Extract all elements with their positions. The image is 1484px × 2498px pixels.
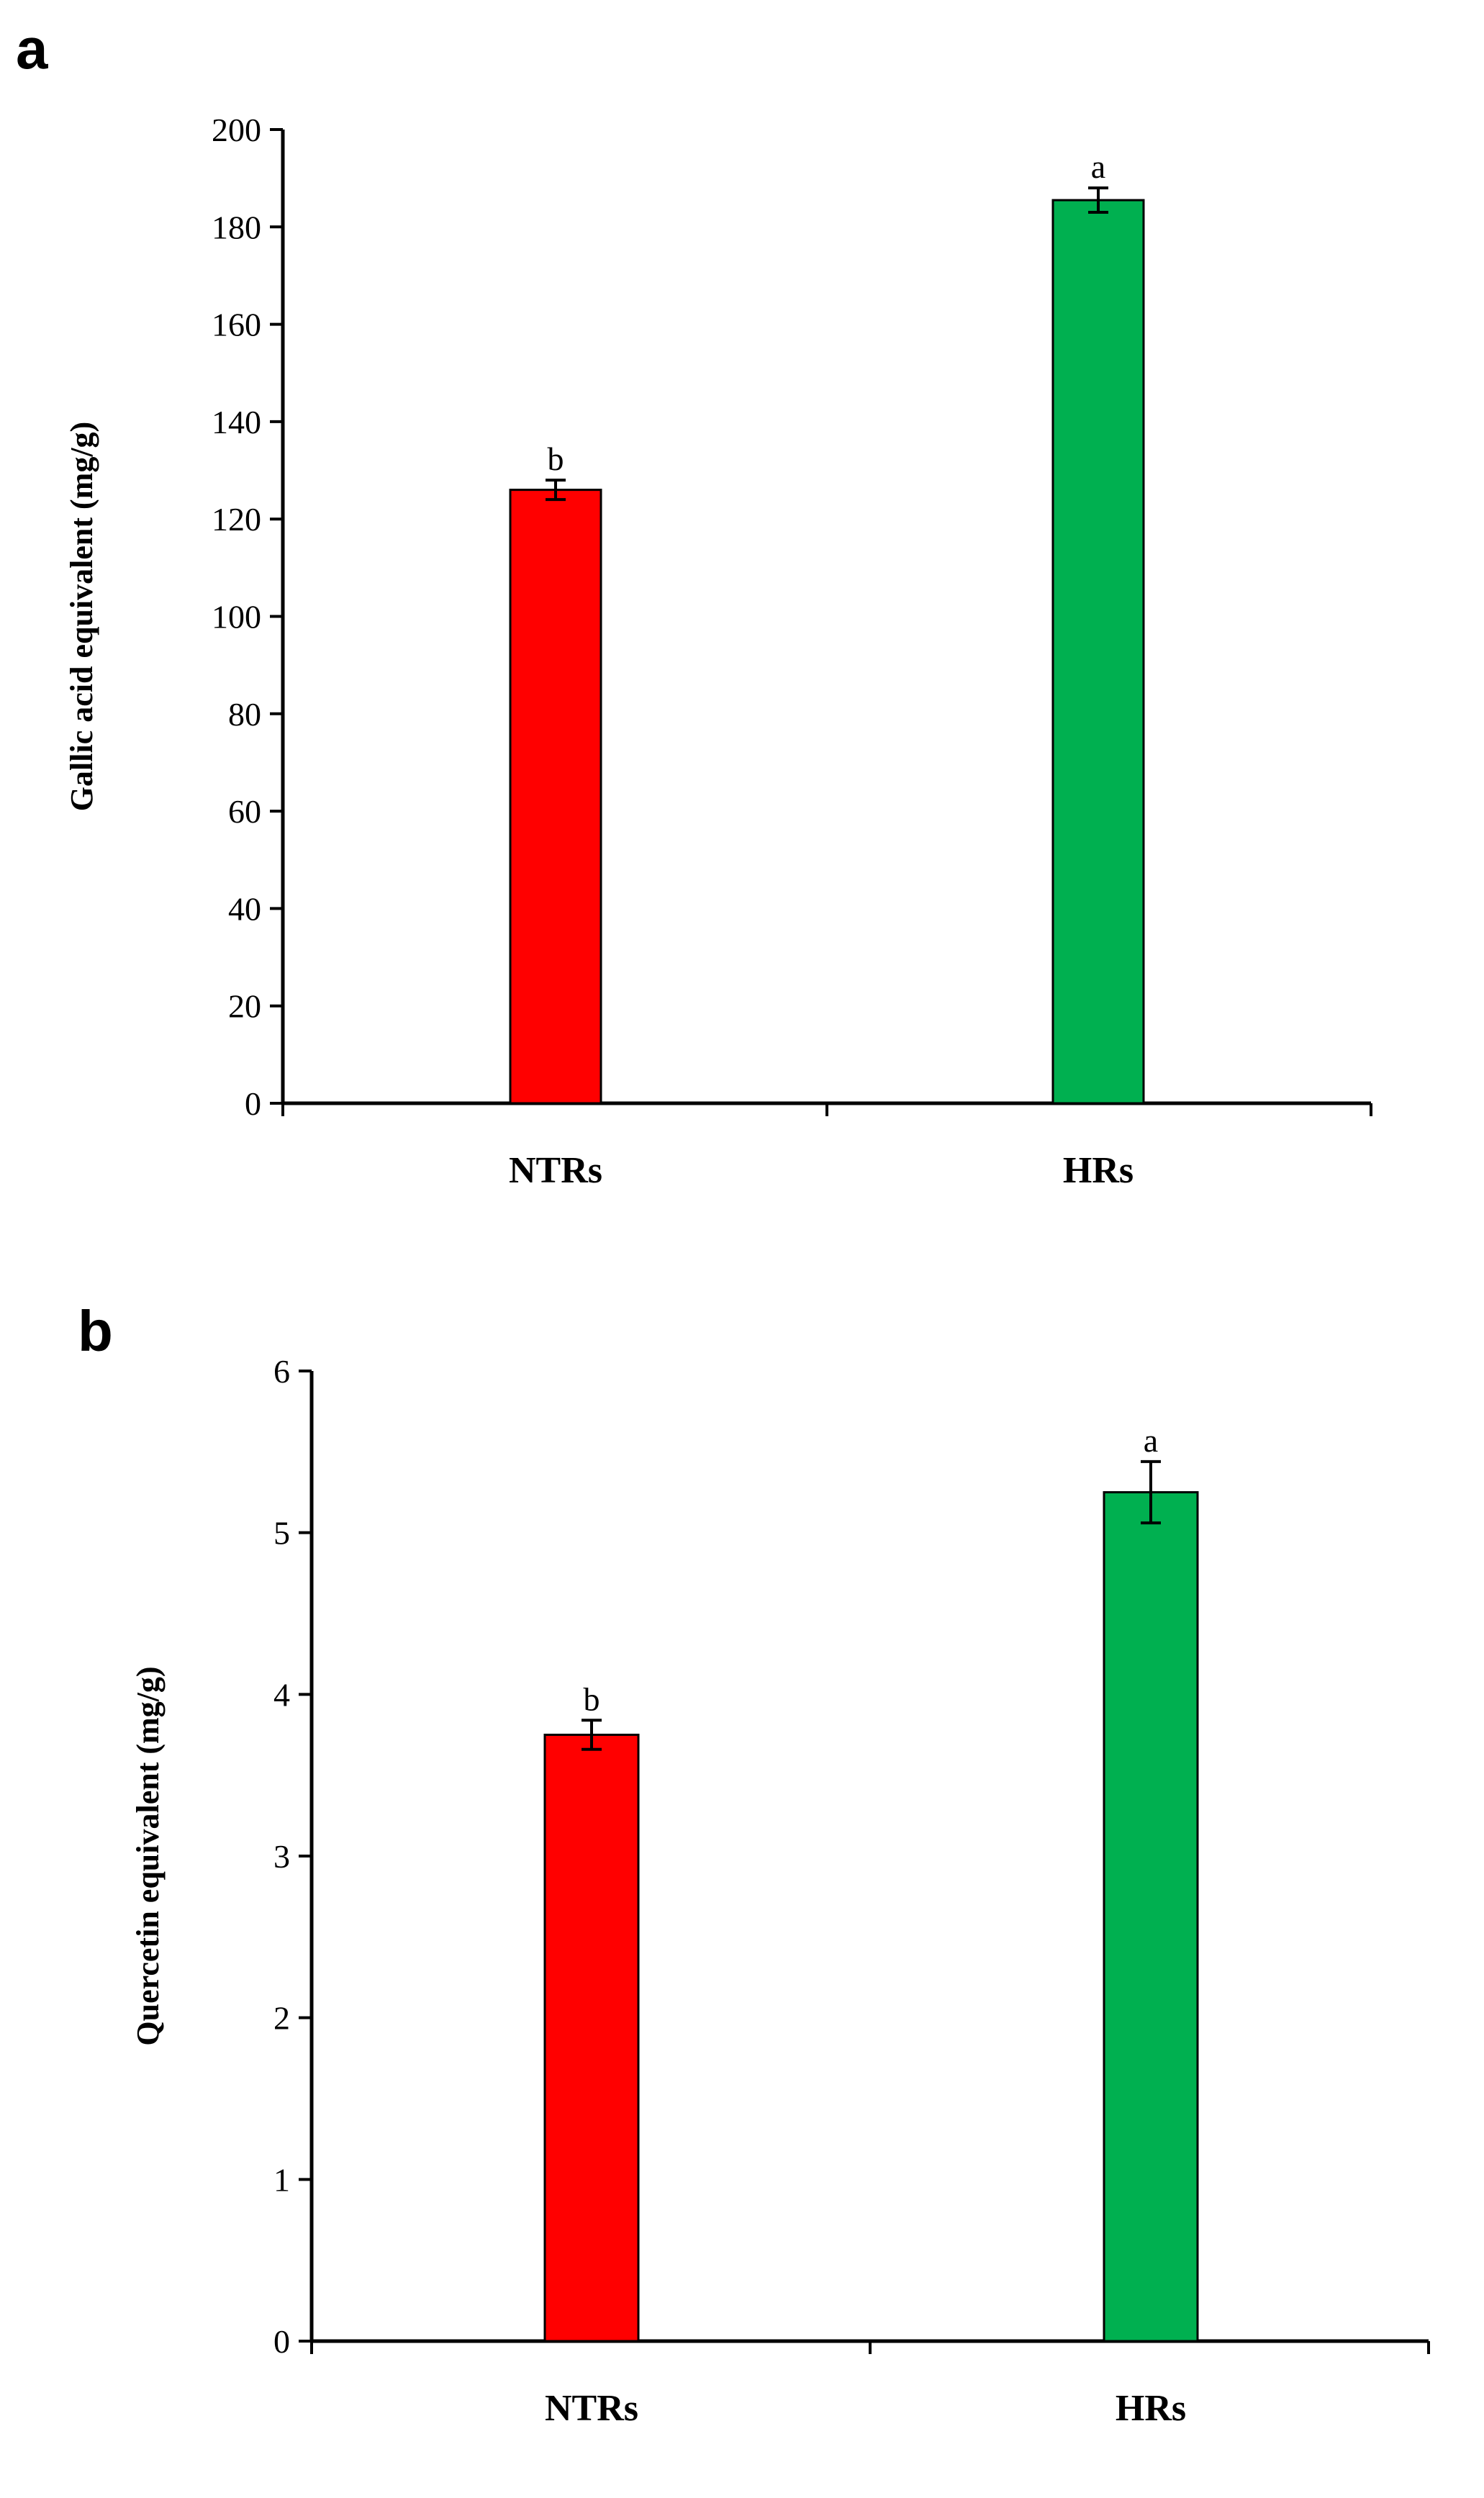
category-label: NTRs xyxy=(545,2388,638,2429)
y-tick-label: 120 xyxy=(212,501,261,538)
y-tick-label: 140 xyxy=(212,404,261,440)
y-tick-label: 6 xyxy=(273,1353,290,1390)
category-label: HRs xyxy=(1063,1150,1134,1191)
y-tick-label: 200 xyxy=(212,112,261,148)
y-tick-label: 60 xyxy=(228,793,261,830)
significance-letter: b xyxy=(548,440,564,477)
y-tick-label: 0 xyxy=(245,1085,261,1122)
significance-letter: b xyxy=(584,1680,600,1717)
y-tick-label: 80 xyxy=(228,696,261,733)
panel-label-b: b xyxy=(78,1299,113,1363)
bar-ntrs xyxy=(509,489,602,1105)
bar-hrs xyxy=(1051,199,1145,1105)
significance-letter: a xyxy=(1091,148,1105,185)
category-label: NTRs xyxy=(509,1150,602,1191)
y-tick-label: 40 xyxy=(228,890,261,927)
y-tick-label: 180 xyxy=(212,209,261,245)
y-tick-label: 20 xyxy=(228,988,261,1025)
bar-ntrs xyxy=(543,1734,640,2343)
y-tick-label: 100 xyxy=(212,599,261,635)
panel-label-a: a xyxy=(16,17,48,81)
chart-b-quercetin: 0 1 2 3 4 5 6 b NTRs a HRs Quercetin equivalent (mg… xyxy=(130,1353,1430,2429)
y-tick-label: 4 xyxy=(273,1676,290,1713)
chart-a-gallic-acid: 0 20 40 60 80 100 120 140 160 180 200 b NTRs a HRs Gall… xyxy=(64,112,1372,1191)
y-tick-label: 1 xyxy=(273,2161,290,2198)
y-tick-label: 5 xyxy=(273,1515,290,1552)
bar-hrs xyxy=(1103,1491,1199,2343)
y-tick-label: 3 xyxy=(273,1838,290,1875)
y-axis-title: Quercetin equivalent (mg/g) xyxy=(130,1666,166,2045)
y-tick-label: 160 xyxy=(212,307,261,343)
significance-letter: a xyxy=(1144,1422,1158,1459)
category-label: HRs xyxy=(1116,2388,1186,2429)
y-tick-label: 2 xyxy=(273,2000,290,2037)
y-tick-label: 0 xyxy=(273,2323,290,2360)
y-axis-title: Gallic acid equivalent (mg/g) xyxy=(64,422,99,811)
